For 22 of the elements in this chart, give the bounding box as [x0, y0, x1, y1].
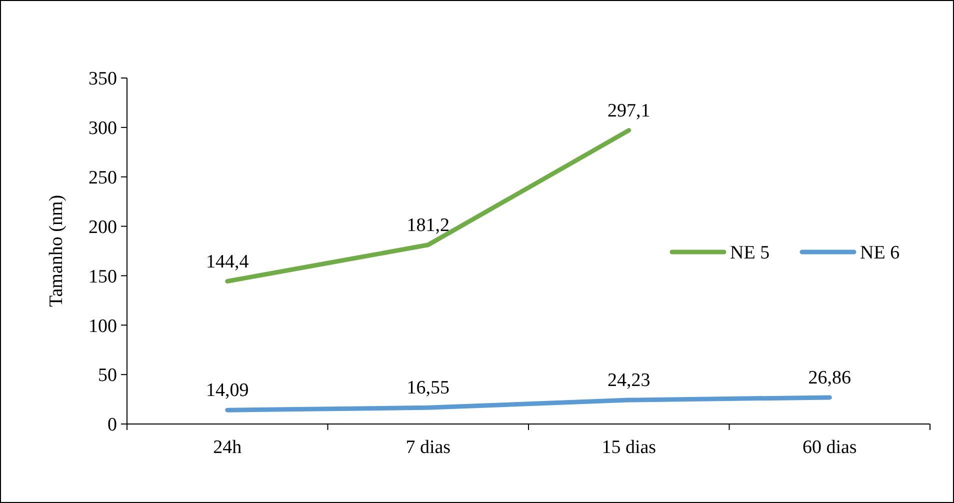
data-label: 24,23	[608, 370, 650, 392]
data-label: 144,4	[206, 251, 250, 272]
y-tick-label: 200	[88, 216, 117, 238]
data-label: 14,09	[206, 380, 249, 402]
x-tick-label: 7 dias	[406, 437, 451, 458]
legend-label: NE 6	[860, 242, 900, 264]
y-tick-label: 150	[88, 266, 117, 288]
data-label: 181,2	[406, 214, 450, 236]
x-tick-label: 24h	[213, 437, 242, 458]
x-tick-label: 15 dias	[602, 437, 656, 458]
x-tick-label: 60 dias	[802, 437, 857, 458]
y-tick-label: 0	[108, 414, 117, 436]
y-tick-label: 250	[88, 168, 117, 189]
y-tick-label: 50	[98, 365, 117, 386]
y-tick-label: 350	[88, 68, 117, 90]
y-tick-label: 300	[88, 118, 117, 140]
data-label: 26,86	[808, 367, 851, 388]
legend-label: NE 5	[730, 242, 770, 264]
y-axis-title: Tamanho (nm)	[46, 194, 67, 308]
y-tick-label: 100	[88, 316, 117, 337]
data-label: 297,1	[608, 100, 650, 122]
data-label: 16,55	[406, 378, 450, 399]
